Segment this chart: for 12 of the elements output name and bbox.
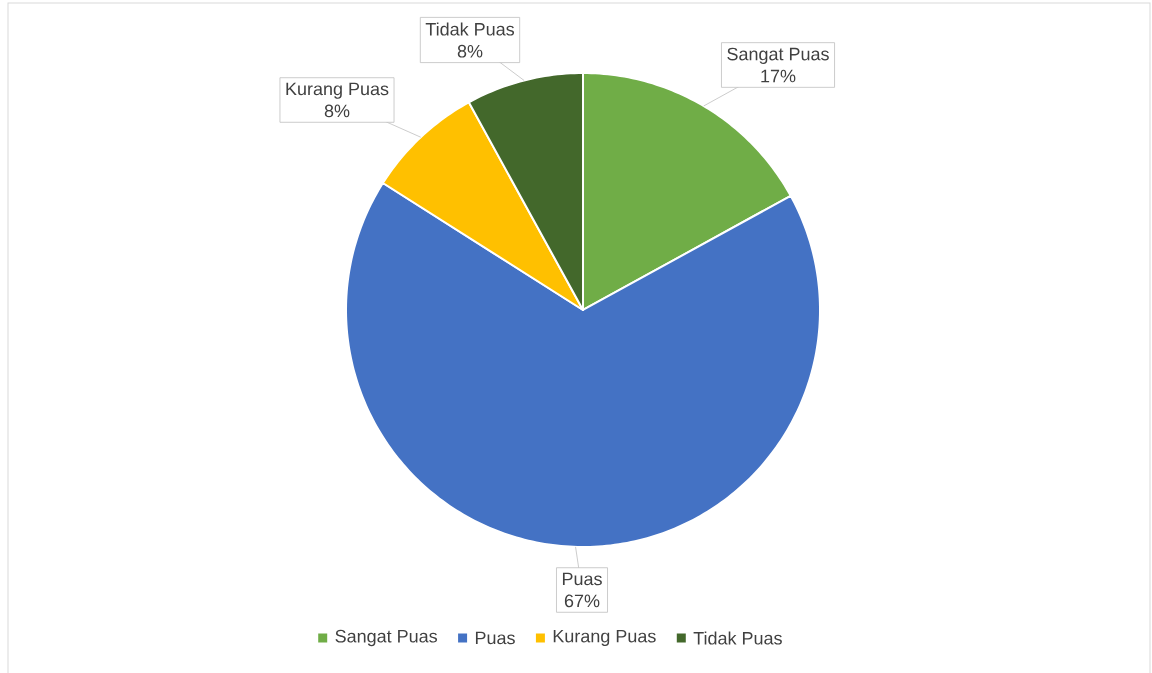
data-label: 67% — [564, 594, 600, 608]
data-label: 8% — [324, 104, 350, 118]
slice-label: Tidak Puas — [425, 22, 515, 36]
data-label: 8% — [457, 44, 483, 58]
legend-label: Kurang Puas — [553, 629, 656, 647]
slice-label: Kurang Puas — [286, 82, 389, 99]
data-label: 17% — [761, 69, 796, 83]
legend-label: Tidak Puas — [693, 631, 782, 645]
slice-label: Puas — [562, 572, 602, 586]
legend-label: Sangat Puas — [335, 629, 438, 647]
legend-label: Puas — [475, 631, 515, 645]
slice-label: Sangat Puas — [727, 47, 829, 64]
